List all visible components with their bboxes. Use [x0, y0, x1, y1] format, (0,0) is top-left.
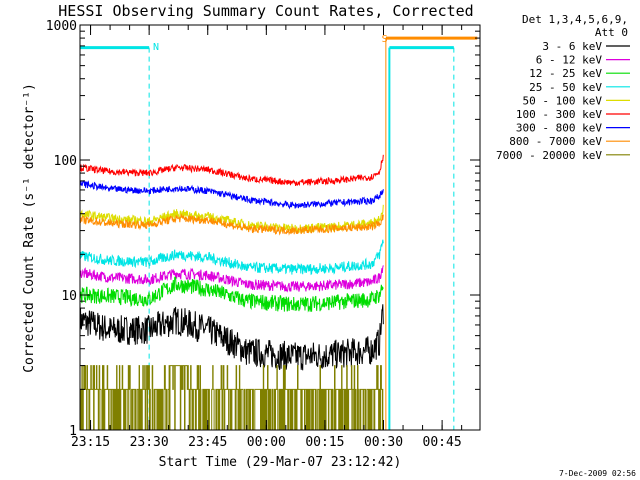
series-line-7 [79, 213, 384, 236]
series-line-2 [79, 276, 384, 313]
legend-label-3: 25 - 50 keV [529, 81, 602, 94]
annotation-label-1: S [382, 34, 388, 45]
chart-title: HESSI Observing Summary Count Rates, Cor… [58, 2, 473, 20]
plot-area: NS [79, 34, 478, 431]
legend-header-line-1: Det 1,3,4,5,6,9, [522, 13, 628, 26]
legend-label-0: 3 - 6 keV [542, 40, 602, 53]
x-axis: 23:15 23:30 23:45 00:00 00:15 00:30 00:45 [71, 25, 463, 450]
y-tick-label-3: 1000 [46, 19, 77, 34]
legend-label-8: 7000 - 20000 keV [496, 149, 602, 162]
y-tick-label-0: 1 [69, 424, 77, 439]
y-tick-label-1: 10 [61, 289, 77, 304]
series-line-0 [79, 304, 384, 371]
x-tick-label-0: 23:15 [71, 435, 110, 450]
y-tick-label-2: 100 [54, 154, 77, 169]
legend-header-line-2: Att 0 [595, 26, 628, 39]
plot-frame [79, 24, 481, 431]
series-line-1 [79, 265, 384, 293]
x-axis-label: Start Time (29-Mar-07 23:12:42) [159, 455, 402, 470]
legend-label-5: 100 - 300 keV [516, 108, 602, 121]
x-tick-label-1: 23:30 [130, 435, 169, 450]
x-tick-label-5: 00:30 [364, 435, 403, 450]
x-tick-label-4: 00:15 [305, 435, 344, 450]
series-line-8 [80, 365, 384, 431]
legend-label-1: 6 - 12 keV [536, 54, 603, 67]
x-tick-label-3: 00:00 [247, 435, 286, 450]
series-line-5 [79, 154, 384, 187]
legend-label-6: 300 - 800 keV [516, 122, 602, 135]
legend-label-4: 50 - 100 keV [523, 94, 603, 107]
y-axis: 1 10 100 1000 [46, 19, 480, 439]
y-axis-label: Corrected Count Rate (s⁻¹ detector⁻¹) [22, 83, 37, 373]
series-line-6 [79, 179, 384, 210]
legend-label-2: 12 - 25 keV [529, 67, 602, 80]
legend-label-7: 800 - 7000 keV [509, 135, 602, 148]
footer-date: 7-Dec-2009 02:56 [559, 469, 636, 478]
x-tick-label-2: 23:45 [188, 435, 227, 450]
annotation-label-0: N [153, 42, 159, 53]
x-tick-label-6: 00:45 [423, 435, 462, 450]
series-line-3 [79, 239, 384, 276]
